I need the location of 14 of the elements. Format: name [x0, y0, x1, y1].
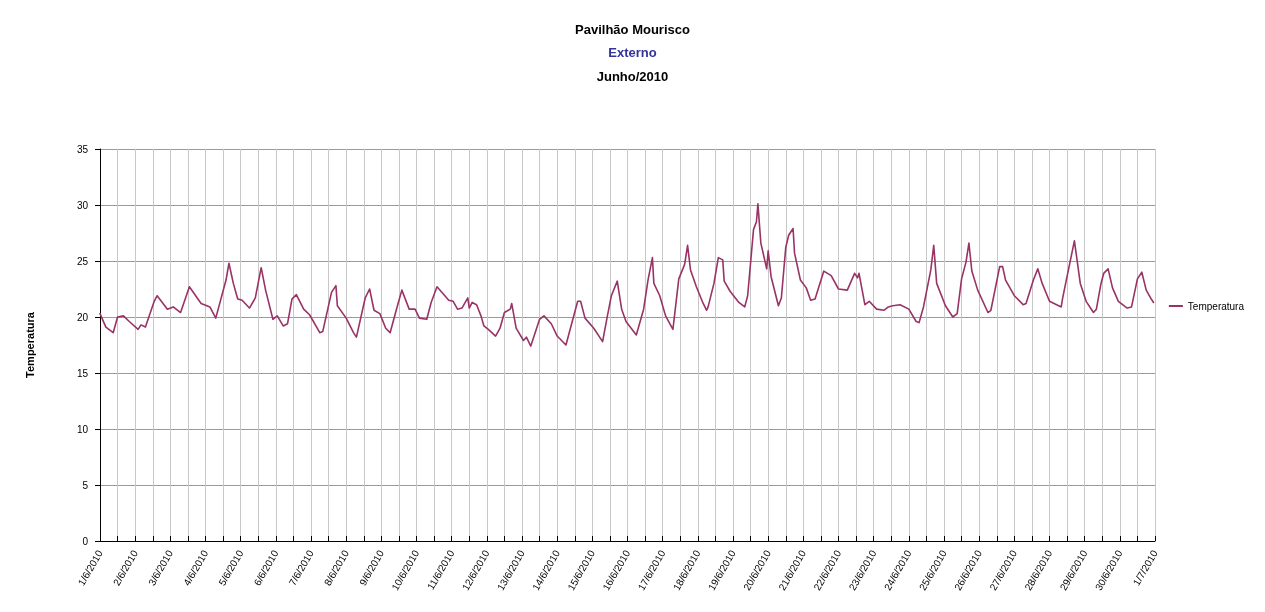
y-tick-label: 5: [82, 479, 89, 491]
line-series: [99, 203, 1155, 347]
text: Junho/2010: [596, 69, 669, 84]
y-tick-label: 15: [76, 367, 89, 379]
y-tick-label: 0: [82, 535, 89, 547]
legend-label: Temperatura: [1187, 300, 1245, 312]
chart-subtitle: Externo: [608, 45, 657, 60]
y-tick-label: 25: [76, 255, 89, 267]
y-tick-label: 20: [76, 311, 89, 323]
chart-title: Pavilhão Mourisco: [575, 22, 690, 37]
y-axis-title: Temperatura: [23, 311, 36, 378]
y-tick-label: 10: [76, 423, 89, 435]
y-tick-label: 35: [76, 143, 89, 155]
y-tick-label: 30: [76, 199, 89, 211]
